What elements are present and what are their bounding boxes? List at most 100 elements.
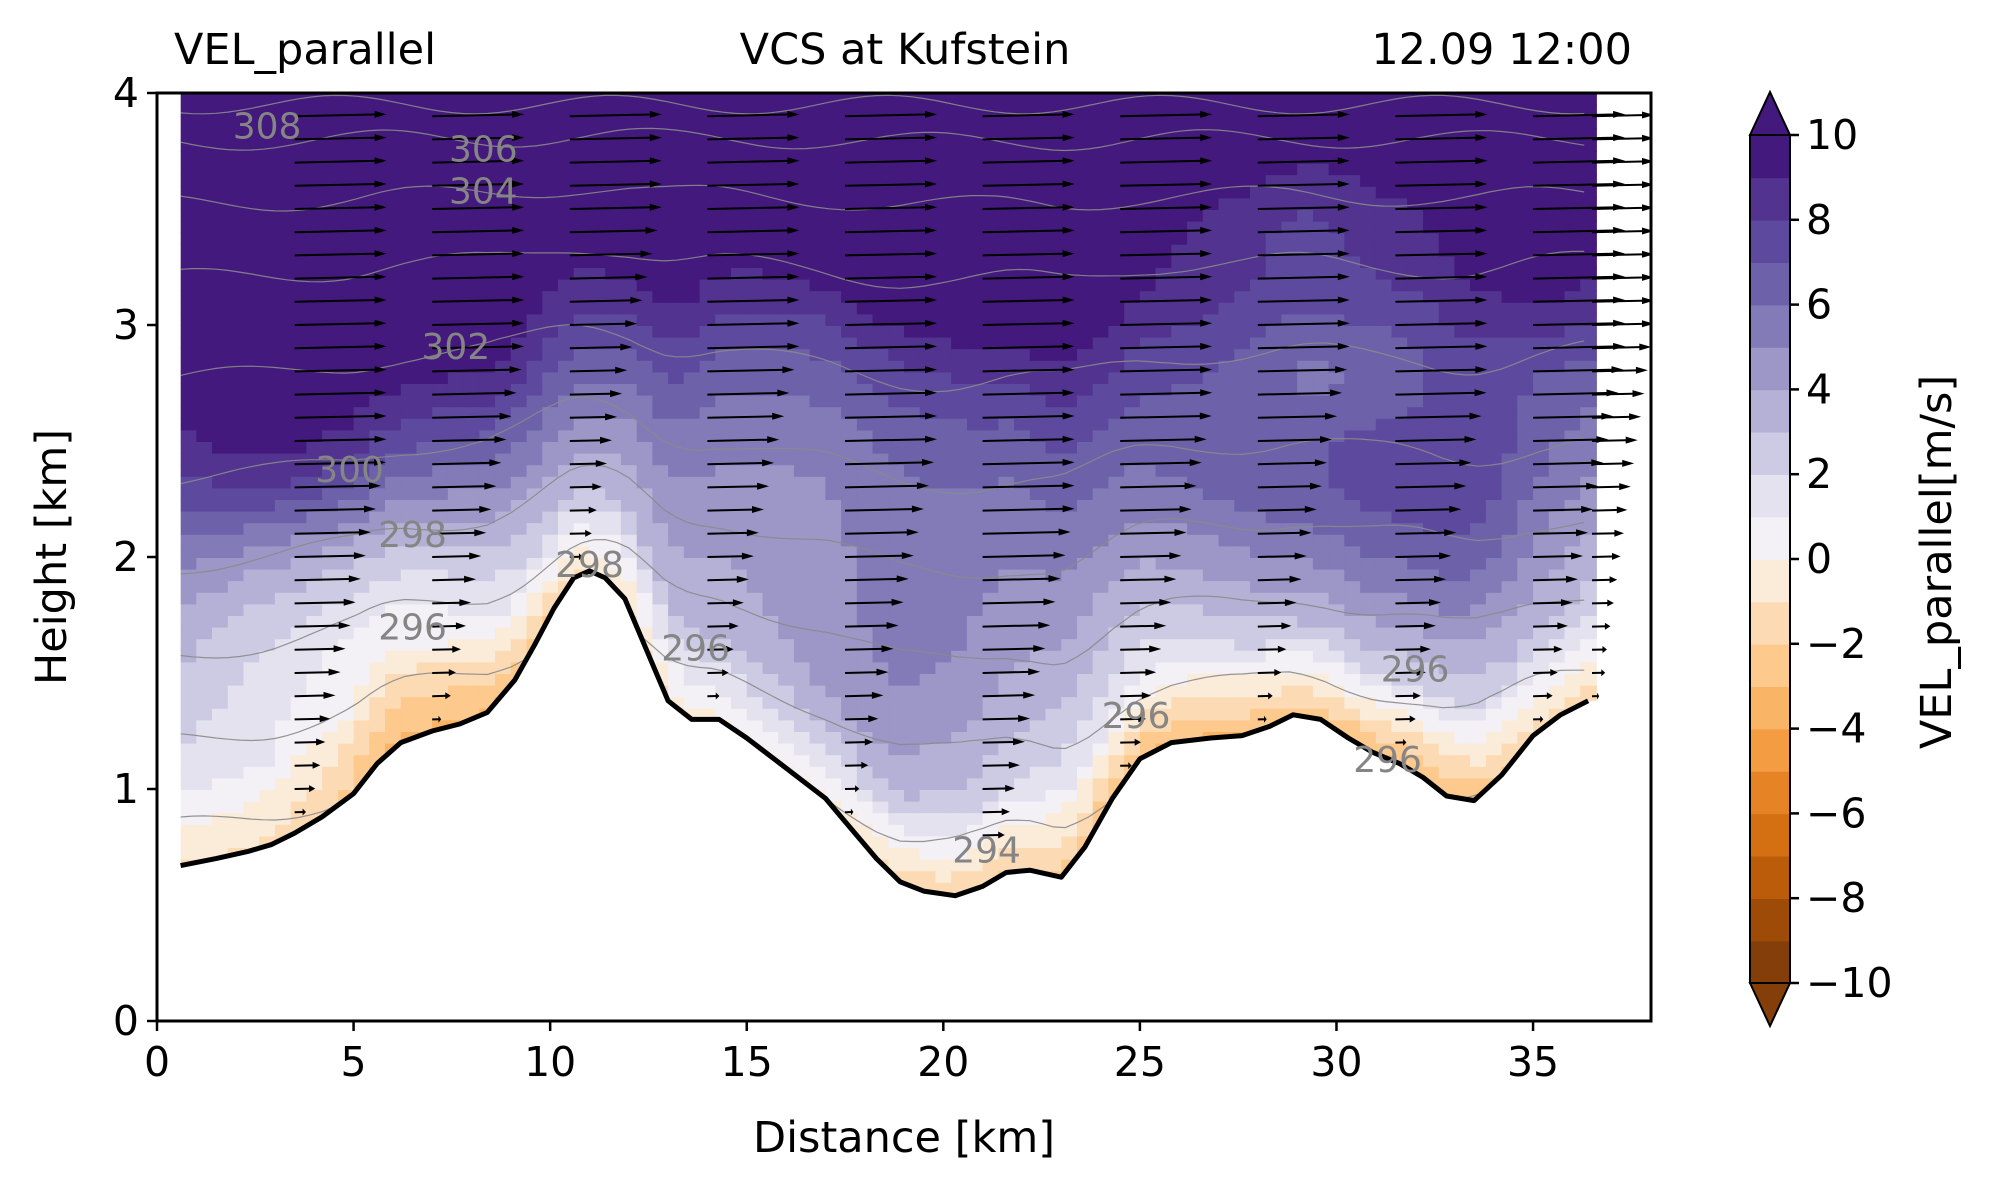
velocity-cell bbox=[1360, 278, 1377, 292]
velocity-cell bbox=[306, 707, 324, 721]
velocity-cell bbox=[1218, 406, 1236, 419]
velocity-cell bbox=[683, 591, 701, 605]
velocity-cell bbox=[935, 301, 953, 315]
velocity-cell bbox=[778, 162, 795, 176]
velocity-cell bbox=[1077, 591, 1094, 605]
velocity-cell bbox=[951, 278, 968, 292]
velocity-cell bbox=[683, 568, 701, 582]
velocity-cell bbox=[290, 383, 308, 396]
velocity-cell bbox=[1218, 673, 1236, 686]
velocity-cell bbox=[589, 383, 607, 396]
velocity-cell bbox=[180, 684, 198, 698]
velocity-cell bbox=[856, 383, 874, 396]
velocity-cell bbox=[1423, 499, 1440, 512]
velocity-cell bbox=[1407, 139, 1424, 152]
velocity-cell bbox=[1438, 661, 1456, 674]
velocity-cell bbox=[1155, 174, 1173, 187]
velocity-cell bbox=[1077, 452, 1094, 466]
velocity-cell bbox=[1438, 568, 1456, 582]
velocity-cell bbox=[919, 162, 937, 176]
velocity-cell bbox=[1297, 661, 1314, 674]
velocity-cell bbox=[447, 325, 465, 338]
velocity-cell bbox=[1218, 719, 1236, 732]
velocity-cell bbox=[919, 800, 937, 814]
velocity-cell bbox=[966, 174, 984, 187]
velocity-cell bbox=[652, 394, 670, 408]
velocity-cell bbox=[1077, 394, 1094, 408]
velocity-cell bbox=[1391, 313, 1409, 326]
velocity-cell bbox=[1218, 313, 1236, 326]
velocity-cell bbox=[825, 580, 843, 593]
velocity-cell bbox=[1045, 603, 1063, 616]
velocity-cell bbox=[369, 661, 386, 674]
velocity-cell bbox=[668, 429, 685, 442]
velocity-cell bbox=[1092, 765, 1110, 779]
velocity-cell bbox=[699, 452, 717, 466]
velocity-cell bbox=[872, 823, 890, 837]
velocity-cell bbox=[636, 313, 654, 326]
velocity-cell bbox=[290, 417, 308, 431]
velocity-cell bbox=[982, 359, 1000, 373]
velocity-cell bbox=[888, 278, 905, 292]
velocity-cell bbox=[1407, 325, 1424, 338]
velocity-cell bbox=[306, 789, 324, 802]
velocity-cell bbox=[683, 371, 701, 384]
velocity-cell bbox=[1234, 93, 1251, 106]
velocity-cell bbox=[1375, 371, 1393, 384]
velocity-cell bbox=[872, 127, 890, 141]
velocity-cell bbox=[998, 533, 1016, 547]
velocity-cell bbox=[447, 313, 465, 326]
velocity-cell bbox=[1312, 232, 1330, 245]
velocity-cell bbox=[1328, 162, 1346, 176]
velocity-cell bbox=[825, 197, 843, 210]
velocity-cell bbox=[227, 301, 245, 315]
velocity-cell bbox=[1029, 255, 1047, 268]
velocity-cell bbox=[731, 661, 748, 674]
velocity-cell bbox=[1077, 789, 1094, 802]
velocity-cell bbox=[1360, 255, 1377, 268]
velocity-cell bbox=[809, 93, 827, 106]
velocity-cell bbox=[1108, 209, 1126, 222]
velocity-cell bbox=[212, 406, 229, 419]
velocity-cell bbox=[1360, 615, 1377, 628]
velocity-cell bbox=[1077, 777, 1094, 790]
velocity-cell bbox=[196, 603, 213, 616]
velocity-cell bbox=[1092, 487, 1110, 500]
velocity-cell bbox=[432, 429, 449, 442]
velocity-cell bbox=[1375, 742, 1393, 756]
velocity-cell bbox=[1281, 626, 1299, 640]
velocity-cell bbox=[636, 441, 654, 454]
velocity-cell bbox=[1171, 394, 1188, 408]
velocity-cell bbox=[856, 452, 874, 466]
velocity-cell bbox=[1407, 742, 1424, 756]
velocity-cell bbox=[385, 649, 402, 663]
velocity-cell bbox=[1218, 197, 1236, 210]
velocity-cell bbox=[809, 603, 827, 616]
velocity-cell bbox=[904, 441, 921, 454]
velocity-cell bbox=[888, 301, 905, 315]
velocity-cell bbox=[274, 545, 292, 558]
velocity-cell bbox=[274, 255, 292, 268]
velocity-cell bbox=[274, 684, 292, 698]
velocity-cell bbox=[636, 557, 654, 570]
velocity-cell bbox=[196, 116, 213, 129]
velocity-cell bbox=[1344, 174, 1361, 187]
velocity-cell bbox=[778, 638, 795, 651]
velocity-cell bbox=[1344, 452, 1361, 466]
velocity-cell bbox=[856, 116, 874, 129]
velocity-cell bbox=[243, 673, 261, 686]
velocity-cell bbox=[762, 441, 780, 454]
velocity-cell bbox=[919, 232, 937, 245]
velocity-cell bbox=[1155, 707, 1173, 721]
velocity-cell bbox=[447, 533, 465, 547]
velocity-cell bbox=[1375, 696, 1393, 709]
velocity-cell bbox=[1061, 185, 1078, 199]
velocity-cell bbox=[542, 371, 559, 384]
velocity-cell bbox=[180, 406, 198, 419]
velocity-cell bbox=[746, 696, 764, 709]
velocity-cell bbox=[243, 684, 261, 698]
velocity-cell bbox=[259, 278, 276, 292]
velocity-cell bbox=[1375, 220, 1393, 234]
velocity-cell bbox=[432, 510, 449, 524]
velocity-cell bbox=[1218, 209, 1236, 222]
